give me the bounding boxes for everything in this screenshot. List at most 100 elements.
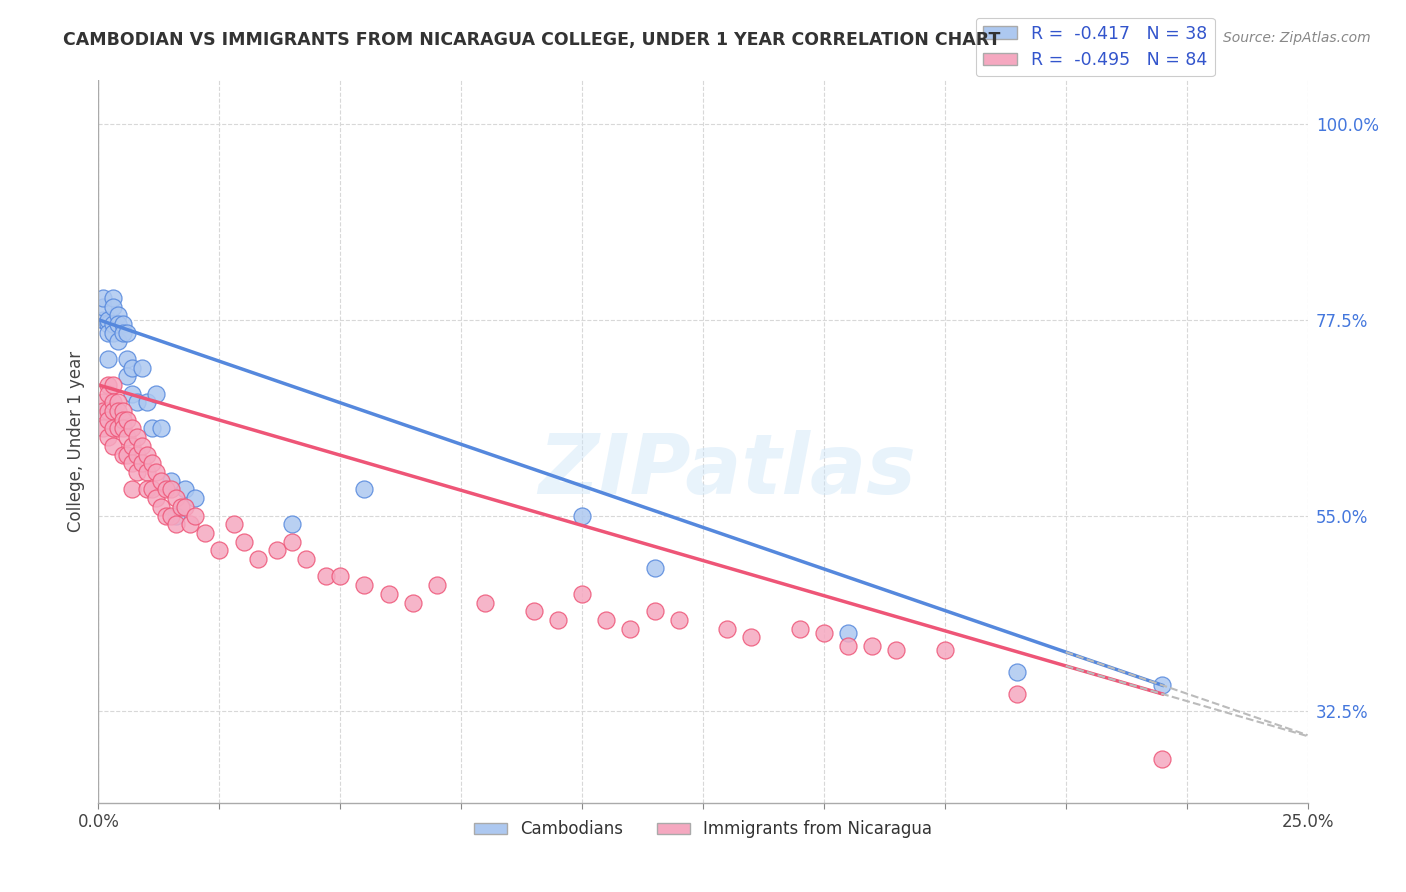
Point: [934, 643, 956, 657]
Point: [169, 500, 191, 514]
Point: [141, 421, 163, 435]
Point: [127, 430, 149, 444]
Point: [127, 395, 149, 409]
Point: [644, 561, 666, 575]
Point: [91, 404, 114, 418]
Point: [101, 421, 124, 435]
Legend: Cambodians, Immigrants from Nicaragua: Cambodians, Immigrants from Nicaragua: [467, 814, 939, 845]
Text: Source: ZipAtlas.com: Source: ZipAtlas.com: [1223, 31, 1371, 45]
Point: [121, 421, 143, 435]
Point: [111, 326, 134, 340]
Point: [97, 317, 120, 331]
Point: [886, 643, 908, 657]
Point: [353, 483, 375, 497]
Point: [145, 465, 167, 479]
Point: [97, 404, 120, 418]
Point: [111, 448, 134, 462]
Point: [860, 639, 883, 653]
Point: [232, 534, 254, 549]
Point: [101, 439, 124, 453]
Point: [619, 622, 641, 636]
Point: [208, 543, 231, 558]
Point: [1007, 665, 1029, 680]
Point: [111, 413, 134, 427]
Text: ZIPatlas: ZIPatlas: [538, 430, 917, 511]
Point: [281, 517, 304, 532]
Point: [523, 604, 546, 618]
Point: [101, 326, 124, 340]
Point: [141, 483, 163, 497]
Point: [150, 421, 173, 435]
Point: [165, 517, 187, 532]
Point: [101, 317, 124, 331]
Point: [117, 326, 139, 340]
Point: [107, 317, 129, 331]
Point: [595, 613, 617, 627]
Point: [91, 312, 114, 326]
Point: [117, 430, 139, 444]
Y-axis label: College, Under 1 year: College, Under 1 year: [66, 351, 84, 533]
Point: [91, 300, 114, 314]
Point: [1152, 752, 1174, 766]
Point: [117, 448, 139, 462]
Point: [813, 626, 835, 640]
Point: [571, 508, 593, 523]
Point: [716, 622, 738, 636]
Point: [97, 386, 120, 401]
Point: [121, 483, 143, 497]
Point: [145, 491, 167, 505]
Point: [644, 604, 666, 618]
Point: [121, 456, 143, 470]
Point: [740, 631, 762, 645]
Point: [837, 639, 859, 653]
Point: [121, 360, 143, 375]
Point: [111, 421, 134, 435]
Point: [97, 312, 120, 326]
Point: [353, 578, 375, 592]
Point: [117, 413, 139, 427]
Point: [117, 369, 139, 384]
Point: [107, 334, 129, 349]
Point: [141, 456, 163, 470]
Point: [107, 421, 129, 435]
Point: [571, 587, 593, 601]
Point: [402, 596, 425, 610]
Point: [222, 517, 245, 532]
Point: [315, 569, 337, 583]
Point: [91, 421, 114, 435]
Point: [247, 552, 270, 566]
Point: [329, 569, 352, 583]
Point: [117, 351, 139, 366]
Point: [174, 500, 197, 514]
Point: [111, 404, 134, 418]
Point: [97, 413, 120, 427]
Point: [135, 465, 157, 479]
Point: [474, 596, 496, 610]
Point: [179, 517, 201, 532]
Point: [101, 291, 124, 305]
Point: [155, 483, 177, 497]
Point: [194, 525, 217, 540]
Point: [111, 317, 134, 331]
Point: [97, 430, 120, 444]
Point: [547, 613, 569, 627]
Point: [281, 534, 304, 549]
Point: [135, 483, 157, 497]
Point: [97, 326, 120, 340]
Point: [184, 491, 207, 505]
Point: [150, 474, 173, 488]
Point: [160, 483, 183, 497]
Point: [107, 404, 129, 418]
Point: [160, 474, 183, 488]
Point: [165, 508, 187, 523]
Point: [101, 300, 124, 314]
Point: [97, 378, 120, 392]
Point: [131, 439, 153, 453]
Point: [377, 587, 399, 601]
Point: [91, 395, 114, 409]
Point: [789, 622, 811, 636]
Point: [97, 351, 120, 366]
Point: [668, 613, 690, 627]
Point: [131, 360, 153, 375]
Point: [837, 626, 859, 640]
